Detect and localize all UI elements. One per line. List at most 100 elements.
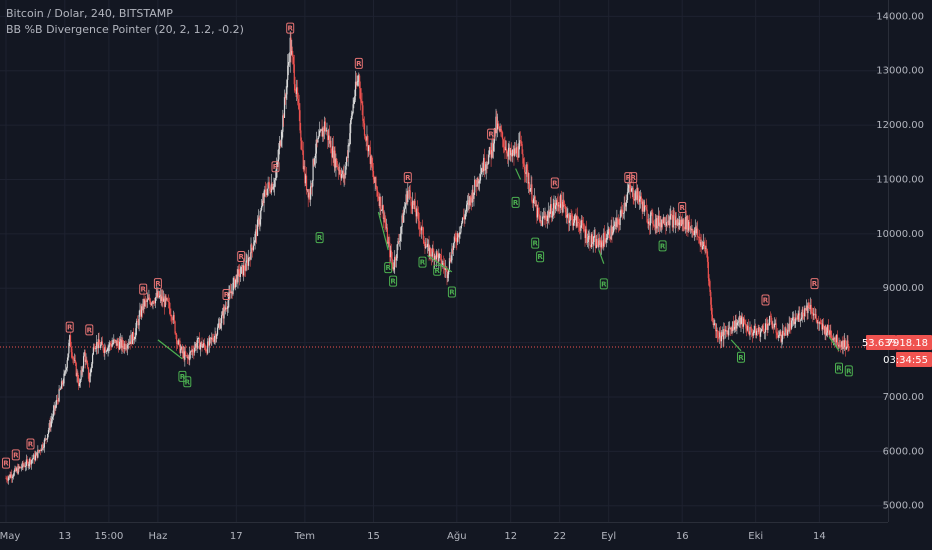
candle-body (734, 320, 736, 327)
candle-body (551, 216, 553, 218)
candle-body (636, 188, 638, 200)
candle-body (439, 254, 441, 255)
x-axis[interactable]: May 13 15:00 Haz 17 Tem 15 Ağu 12 22 Eyl 16 Eki 14 (0, 522, 888, 543)
candle-body (25, 459, 28, 466)
candle-body (434, 255, 436, 261)
candle-body (81, 370, 83, 372)
bear-marker[interactable]: R (237, 250, 246, 262)
candle-body (246, 260, 248, 262)
bull-marker[interactable]: R (418, 256, 427, 268)
bull-marker[interactable]: R (658, 240, 667, 252)
candle-body (99, 344, 101, 348)
candle-body (95, 348, 97, 349)
candle-body (368, 145, 371, 148)
candle-body (586, 229, 588, 243)
candle-body (706, 248, 708, 252)
bear-marker[interactable]: R (810, 278, 819, 290)
bear-marker[interactable]: R (403, 172, 412, 184)
bear-marker[interactable]: R (550, 177, 559, 189)
bear-marker[interactable]: R (271, 161, 280, 173)
bull-marker[interactable]: R (737, 351, 745, 363)
bear-marker[interactable]: R (11, 449, 20, 461)
candle-body (595, 235, 597, 248)
candle-body (435, 251, 437, 260)
bear-marker[interactable]: R (629, 172, 638, 184)
candle-body (310, 186, 313, 188)
bear-marker[interactable]: R (222, 289, 231, 300)
bull-marker[interactable]: R (447, 286, 456, 298)
bear-marker[interactable]: R (153, 278, 162, 290)
candle-body (698, 237, 700, 238)
candle-body (332, 146, 334, 158)
candle-body (640, 196, 642, 203)
candle-body (256, 229, 258, 236)
candle-body (315, 139, 317, 154)
candle-body (12, 475, 14, 477)
candle-body (622, 213, 624, 214)
bull-marker[interactable]: R (531, 237, 540, 249)
candle-body (455, 237, 457, 242)
indicator-title[interactable]: BB %B Divergence Pointer (20, 2, 1.2, -0… (6, 23, 244, 36)
bear-marker[interactable]: R (761, 294, 770, 306)
candle-body (24, 465, 26, 467)
candle-body (103, 350, 105, 354)
candle-body (72, 357, 74, 358)
bull-marker[interactable]: R (433, 264, 442, 276)
bear-marker[interactable]: R (624, 172, 633, 184)
candle-body (330, 140, 332, 154)
candle-body (114, 340, 117, 341)
marker-box (403, 172, 412, 184)
candle-body (679, 219, 682, 226)
candle-body (625, 202, 627, 207)
bull-marker[interactable]: R (315, 232, 324, 244)
bull-marker[interactable]: R (599, 278, 608, 290)
candle-body (279, 141, 281, 146)
candle-body (206, 350, 208, 354)
candle-body (596, 238, 598, 246)
candle-body (549, 211, 551, 218)
bull-marker[interactable]: R (384, 262, 393, 274)
marker-label: R (155, 280, 161, 288)
bull-marker[interactable]: R (835, 362, 843, 374)
bull-marker[interactable]: R (389, 275, 398, 287)
candle-body (691, 229, 693, 231)
candle-body (443, 263, 445, 267)
bear-marker[interactable]: R (26, 438, 35, 450)
bear-marker[interactable]: R (487, 128, 496, 140)
candle-body (627, 188, 629, 193)
chart-legend[interactable]: Bitcoin / Dolar, 240, BITSTAMP BB %B Div… (6, 6, 244, 38)
candle-body (332, 146, 335, 163)
candle-body (35, 452, 37, 456)
marker-label: R (488, 131, 494, 139)
y-axis[interactable]: 5000.006000.007000.008000.009000.0010000… (876, 0, 924, 522)
candle-body (356, 81, 358, 86)
candle-body (713, 323, 715, 325)
bull-marker[interactable]: R (536, 251, 545, 263)
candle-body (334, 150, 336, 168)
bear-marker[interactable]: R (2, 457, 10, 469)
bear-marker[interactable]: R (678, 202, 687, 213)
bull-marker[interactable]: R (844, 365, 853, 377)
candle-body (657, 217, 659, 226)
candle-body (650, 212, 652, 215)
candle-body (801, 309, 803, 318)
candle-body (442, 263, 444, 266)
candle-body (469, 196, 471, 206)
candle-body (201, 341, 203, 348)
bear-marker[interactable]: R (354, 57, 363, 69)
symbol-title[interactable]: Bitcoin / Dolar, 240, BITSTAMP (6, 7, 173, 20)
bear-marker[interactable]: R (65, 321, 74, 333)
bear-marker[interactable]: R (139, 283, 148, 295)
candle-body (301, 140, 303, 150)
bull-marker[interactable]: R (183, 376, 192, 388)
candle-body (318, 136, 320, 138)
marker-label: R (317, 234, 323, 242)
bull-marker[interactable]: R (511, 196, 520, 208)
candle-body (406, 194, 408, 203)
candle-body (345, 157, 348, 166)
bear-marker[interactable]: R (85, 324, 94, 336)
bear-marker[interactable]: R (286, 22, 295, 34)
candle-body (536, 204, 538, 218)
marker-box (237, 250, 246, 262)
